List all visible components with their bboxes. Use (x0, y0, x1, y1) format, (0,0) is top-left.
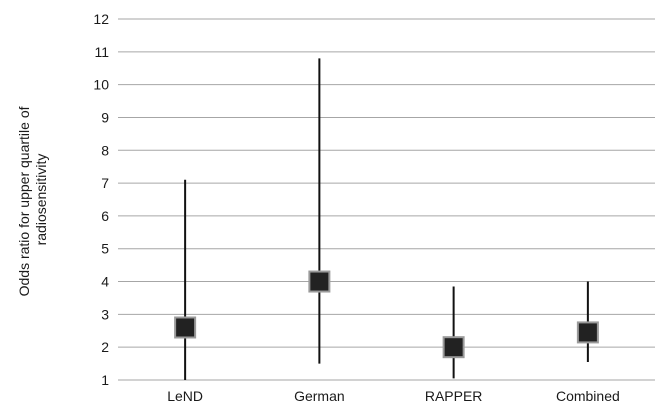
confidence-intervals (184, 58, 589, 380)
y-tick-label: 9 (101, 109, 109, 125)
y-tick-label: 11 (94, 44, 109, 60)
y-tick-label: 6 (101, 208, 109, 224)
y-axis-title-line-1: Odds ratio for upper quartile of (16, 106, 32, 296)
y-tick-label: 10 (93, 77, 109, 93)
y-tick-label: 12 (93, 11, 109, 27)
x-category-label: Combined (556, 388, 620, 404)
y-tick-label: 5 (101, 241, 109, 257)
y-axis-title-line-2: radiosensitivity (33, 154, 49, 246)
estimate-marker-german (308, 270, 331, 293)
x-category-label: German (294, 388, 345, 404)
y-tick-label: 7 (101, 175, 109, 191)
estimate-marker-lend (174, 316, 197, 339)
grid-lines (118, 18, 655, 381)
x-category-label: RAPPER (425, 388, 483, 404)
y-tick-label: 2 (101, 339, 109, 355)
estimate-marker-combined (576, 321, 599, 344)
x-category-label: LeND (167, 388, 203, 404)
y-tick-label: 8 (101, 142, 109, 158)
y-tick-label: 4 (101, 274, 109, 290)
y-tick-label: 3 (101, 306, 109, 322)
estimate-marker-rapper (442, 336, 465, 359)
x-category-labels: LeND German RAPPER Combined (167, 388, 620, 404)
y-axis-title: Odds ratio for upper quartile of radiose… (16, 103, 49, 297)
point-estimates (174, 270, 599, 359)
y-tick-label: 1 (101, 372, 109, 388)
